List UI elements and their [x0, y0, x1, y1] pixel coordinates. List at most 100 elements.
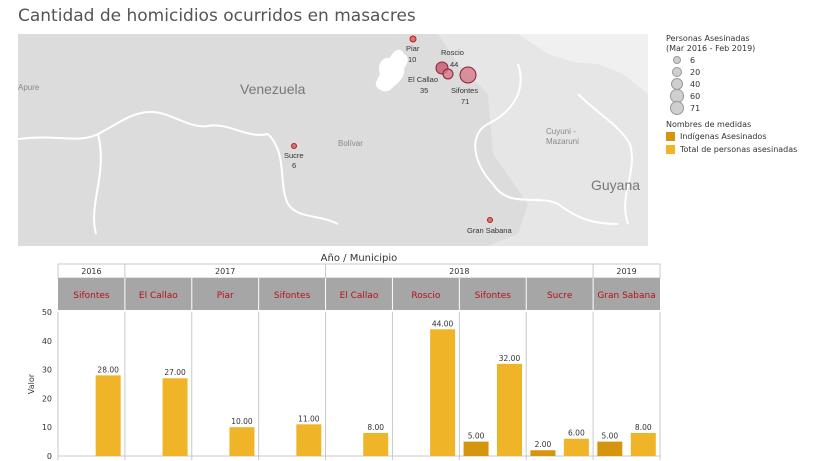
measures-legend: Indígenas Asesinados Total de personas as… [666, 130, 822, 155]
bar [430, 329, 456, 456]
svg-text:Gran Sabana: Gran Sabana [467, 226, 512, 235]
bar [363, 432, 389, 456]
data-label: 5.00 [601, 432, 618, 441]
svg-text:Sucre: Sucre [284, 151, 304, 160]
y-tick-label: 40 [42, 337, 52, 346]
bar [563, 438, 589, 456]
size-legend-circle [670, 101, 684, 115]
data-label: 27.00 [164, 368, 186, 377]
measures-legend-title: Nombres de medidas [666, 120, 752, 129]
svg-text:10: 10 [408, 55, 416, 64]
municipality-label: El Callao [340, 291, 379, 301]
svg-text:Sifontes: Sifontes [451, 86, 478, 95]
size-legend-label: 71 [690, 103, 701, 113]
size-legend-item: 40 [670, 78, 822, 90]
map-point-sucre[interactable]: Sucre 6 [284, 143, 304, 171]
measures-legend-item[interactable]: Indígenas Asesinados [666, 130, 822, 142]
bar [162, 378, 188, 456]
y-tick-label: 30 [42, 366, 52, 375]
y-tick-label: 50 [42, 308, 52, 317]
legend-label: Indígenas Asesinados [680, 131, 767, 141]
region-label-apure: Apure [18, 83, 40, 92]
size-legend-circle [671, 66, 683, 78]
bar [497, 363, 522, 456]
svg-text:Roscio: Roscio [441, 48, 464, 57]
size-legend-circle [672, 55, 682, 65]
map-point-piar[interactable]: Piar 10 [406, 35, 420, 64]
svg-text:44: 44 [450, 60, 458, 69]
size-legend-label: 20 [690, 67, 701, 77]
y-tick-label: 0 [47, 452, 52, 461]
municipality-label: Gran Sabana [597, 291, 655, 301]
data-label: 2.00 [535, 440, 552, 449]
svg-text:El Callao: El Callao [408, 75, 438, 84]
bar [463, 441, 489, 456]
map-point-el-callao[interactable]: El Callao 35 [408, 68, 454, 95]
municipality-label: Piar [217, 291, 234, 301]
borders [18, 63, 633, 235]
year-label: 2019 [616, 267, 636, 276]
bar [630, 432, 656, 456]
chart-title: Año / Municipio [321, 253, 398, 264]
region-label-mazaruni: Mazaruni [546, 137, 579, 146]
data-label: 6.00 [568, 429, 585, 438]
legend-swatch [666, 144, 675, 154]
municipality-label: Sucre [547, 291, 573, 301]
data-label: 32.00 [499, 354, 521, 363]
size-legend-item: 6 [670, 54, 822, 66]
municipality-label: El Callao [139, 291, 178, 301]
size-legend-title: Personas Asesinadas [666, 34, 750, 43]
size-legend-item: 71 [670, 101, 822, 115]
region-label-venezuela: Venezuela [240, 81, 306, 97]
region-label-cuyuni: Cuyuni - [546, 127, 576, 136]
svg-text:Piar: Piar [406, 44, 420, 53]
size-legend: 6 20 40 60 71 [666, 54, 822, 115]
svg-text:71: 71 [461, 97, 469, 106]
year-label: 2018 [449, 267, 469, 276]
data-label: 8.00 [367, 423, 384, 432]
municipality-label: Sifontes [73, 291, 110, 301]
region-label-guyana: Guyana [591, 177, 640, 193]
cloud-patch [375, 49, 408, 92]
size-legend-item: 60 [670, 89, 822, 103]
bar [95, 375, 121, 456]
legend-label: Total de personas asesinadas [680, 144, 798, 154]
size-legend-label: 40 [690, 79, 701, 89]
bar [530, 450, 556, 456]
y-tick-label: 20 [42, 394, 52, 403]
data-label: 28.00 [97, 365, 119, 374]
y-tick-label: 10 [42, 423, 52, 432]
year-label: 2016 [81, 267, 101, 276]
bar [296, 424, 322, 456]
municipality-label: Sifontes [475, 291, 512, 301]
size-legend-circle [671, 78, 683, 90]
sea-area [518, 34, 648, 94]
size-legend-subtitle: (Mar 2016 - Feb 2019) [666, 44, 756, 53]
size-legend-item: 20 [670, 66, 822, 78]
map-point-gran-sabana[interactable]: Gran Sabana [467, 217, 512, 236]
page-title: Cantidad de homicidios ocurridos en masa… [18, 6, 416, 26]
bar [229, 427, 255, 456]
year-label: 2017 [215, 267, 235, 276]
data-label: 10.00 [231, 417, 253, 426]
municipality-label: Sifontes [274, 291, 311, 301]
map-point-sifontes[interactable]: Sifontes 71 [451, 66, 478, 106]
municipality-label: Roscio [411, 291, 440, 301]
size-legend-label: 6 [690, 55, 696, 65]
svg-text:6: 6 [292, 161, 296, 170]
y-axis-label: Valor [27, 373, 36, 394]
data-label: 8.00 [635, 423, 652, 432]
data-label: 44.00 [432, 319, 454, 328]
size-legend-label: 60 [690, 91, 701, 101]
legend: Personas Asesinadas (Mar 2016 - Feb 2019… [666, 34, 822, 155]
region-label-bolivar: Bolívar [338, 139, 363, 148]
municipality-header-row [58, 278, 660, 310]
map[interactable]: Venezuela Bolívar Apure Cuyuni - Mazarun… [18, 34, 648, 246]
bar-chart: Año / Municipio 2016 2017 2018 2019 Sifontes E… [27, 253, 661, 461]
year-header-row [57, 263, 661, 279]
measures-legend-item[interactable]: Total de personas asesinadas [666, 143, 822, 155]
bar [597, 441, 623, 456]
svg-text:35: 35 [420, 86, 428, 95]
data-label: 5.00 [468, 432, 485, 441]
legend-swatch [666, 131, 675, 141]
